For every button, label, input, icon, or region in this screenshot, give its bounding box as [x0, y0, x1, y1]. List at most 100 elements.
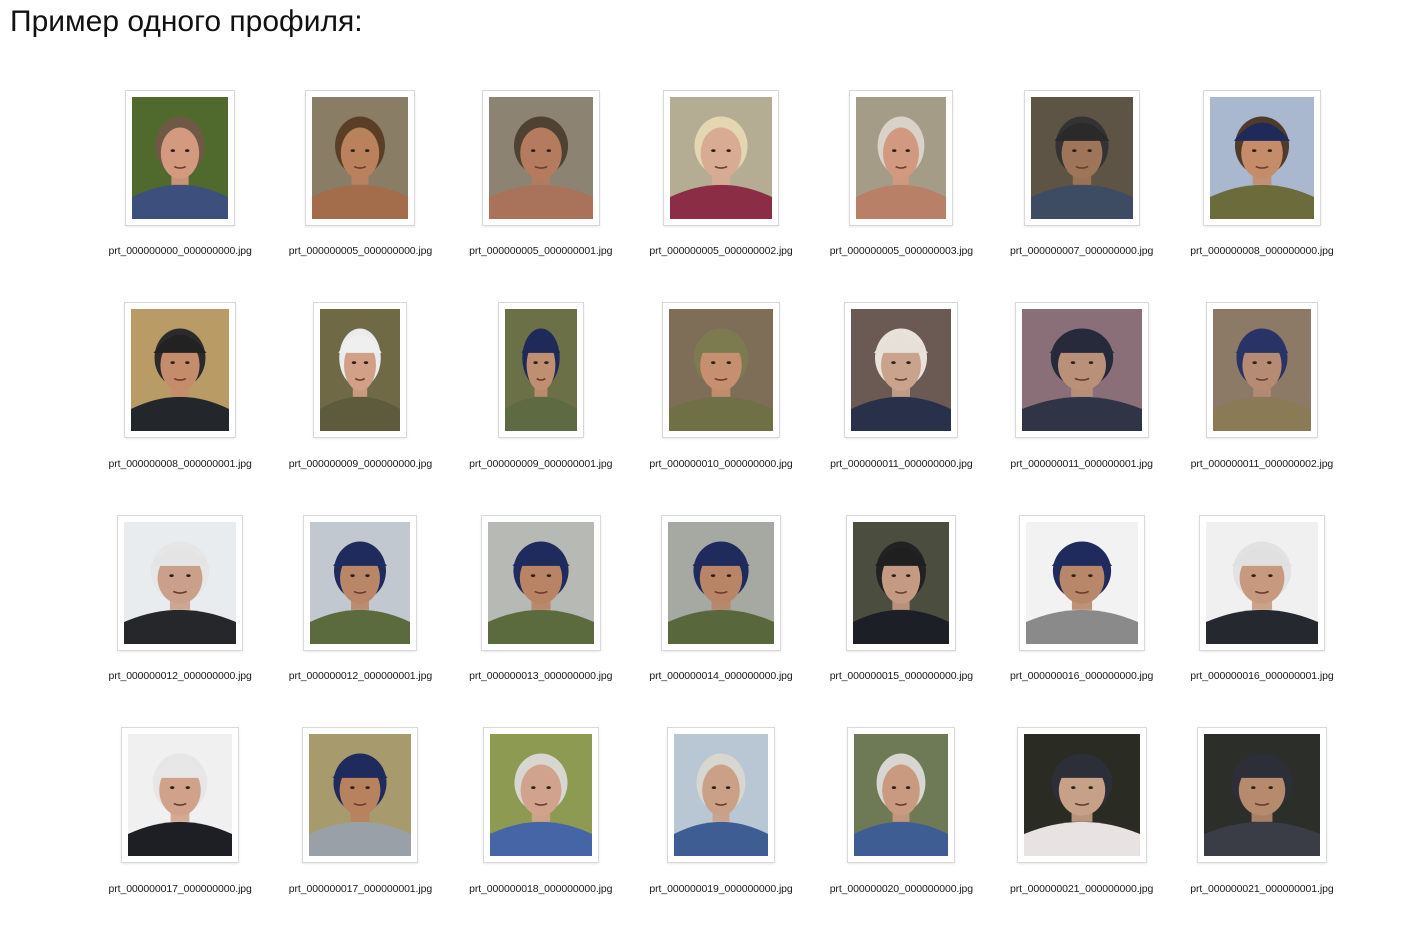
file-item[interactable]: prt_000000012_000000001.jpg	[270, 511, 450, 724]
photo-thumbnail[interactable]	[122, 728, 238, 862]
photo-right-eye	[1088, 786, 1092, 789]
page-heading: Пример одного профиля:	[10, 2, 363, 42]
photo-thumbnail[interactable]	[1018, 728, 1146, 862]
photo-left-eye	[1252, 361, 1256, 364]
thumbnail-area	[991, 511, 1171, 654]
file-name-label: prt_000000009_000000001.jpg	[469, 458, 612, 470]
file-item[interactable]: prt_000000019_000000000.jpg	[631, 724, 811, 936]
photo-thumbnail[interactable]	[847, 516, 955, 650]
portrait-image	[490, 734, 592, 856]
photo-thumbnail[interactable]	[845, 303, 957, 437]
photo-left-eye	[351, 574, 355, 577]
portrait-image	[505, 309, 577, 431]
file-item[interactable]: prt_000000011_000000000.jpg	[811, 299, 991, 512]
photo-thumbnail[interactable]	[1198, 728, 1326, 862]
portrait-image	[489, 97, 593, 219]
file-name-label: prt_000000018_000000000.jpg	[469, 883, 612, 895]
file-item[interactable]: prt_000000005_000000003.jpg	[811, 86, 991, 299]
file-item[interactable]: prt_000000007_000000000.jpg	[991, 86, 1171, 299]
photo-thumbnail[interactable]	[304, 516, 416, 650]
photo-right-eye	[544, 361, 548, 364]
file-item[interactable]: prt_000000000_000000000.jpg	[90, 86, 270, 299]
photo-thumbnail[interactable]	[303, 728, 417, 862]
file-item[interactable]: prt_000000014_000000000.jpg	[631, 511, 811, 724]
photo-thumbnail[interactable]	[482, 516, 600, 650]
file-item[interactable]: prt_000000005_000000002.jpg	[631, 86, 811, 299]
photo-thumbnail[interactable]	[662, 516, 780, 650]
file-name-label: prt_000000016_000000001.jpg	[1190, 670, 1333, 682]
photo-left-eye	[170, 574, 174, 577]
photo-thumbnail[interactable]	[1207, 303, 1317, 437]
file-item[interactable]: prt_000000012_000000000.jpg	[90, 511, 270, 724]
portrait-graphic	[854, 734, 948, 856]
photo-face	[161, 127, 199, 178]
photo-thumbnail[interactable]	[1200, 516, 1324, 650]
file-name-label: prt_000000016_000000000.jpg	[1010, 670, 1153, 682]
portrait-graphic	[1204, 734, 1320, 856]
file-item[interactable]: prt_000000018_000000000.jpg	[451, 724, 631, 936]
photo-left-eye	[1252, 149, 1256, 152]
photo-thumbnail[interactable]	[1204, 91, 1320, 225]
portrait-image	[670, 97, 772, 219]
portrait-image	[128, 734, 232, 856]
photo-thumbnail[interactable]	[848, 728, 954, 862]
photo-left-eye	[531, 574, 535, 577]
file-name-label: prt_000000017_000000000.jpg	[109, 883, 252, 895]
file-item[interactable]: prt_000000009_000000001.jpg	[451, 299, 631, 512]
portrait-graphic	[132, 97, 228, 219]
photo-thumbnail[interactable]	[118, 516, 242, 650]
photo-left-eye	[711, 574, 715, 577]
photo-thumbnail[interactable]	[484, 728, 598, 862]
file-item[interactable]: prt_000000011_000000002.jpg	[1172, 299, 1352, 512]
photo-left-eye	[711, 149, 715, 152]
file-item[interactable]: prt_000000017_000000001.jpg	[270, 724, 450, 936]
file-item[interactable]: prt_000000021_000000001.jpg	[1172, 724, 1352, 936]
photo-thumbnail[interactable]	[126, 91, 234, 225]
file-item[interactable]: prt_000000005_000000001.jpg	[451, 86, 631, 299]
file-item[interactable]: prt_000000008_000000001.jpg	[90, 299, 270, 512]
file-item[interactable]: prt_000000011_000000001.jpg	[991, 299, 1171, 512]
photo-thumbnail[interactable]	[668, 728, 774, 862]
photo-right-eye	[1267, 361, 1271, 364]
photo-thumbnail[interactable]	[125, 303, 235, 437]
file-name-label: prt_000000020_000000000.jpg	[830, 883, 973, 895]
photo-right-eye	[186, 786, 190, 789]
portrait-image	[1206, 522, 1318, 644]
file-item[interactable]: prt_000000021_000000000.jpg	[991, 724, 1171, 936]
thumbnail-area	[451, 299, 631, 442]
portrait-graphic	[128, 734, 232, 856]
photo-thumbnail[interactable]	[306, 91, 414, 225]
portrait-image	[309, 734, 411, 856]
file-item[interactable]: prt_000000016_000000000.jpg	[991, 511, 1171, 724]
photo-thumbnail[interactable]	[483, 91, 599, 225]
photo-thumbnail[interactable]	[314, 303, 406, 437]
photo-right-eye	[364, 361, 368, 364]
photo-thumbnail[interactable]	[850, 91, 952, 225]
file-item[interactable]: prt_000000016_000000001.jpg	[1172, 511, 1352, 724]
file-item[interactable]: prt_000000008_000000000.jpg	[1172, 86, 1352, 299]
file-name-label: prt_000000017_000000001.jpg	[289, 883, 432, 895]
photo-right-eye	[185, 361, 189, 364]
file-item[interactable]: prt_000000010_000000000.jpg	[631, 299, 811, 512]
file-name-label: prt_000000013_000000000.jpg	[469, 670, 612, 682]
file-item[interactable]: prt_000000013_000000000.jpg	[451, 511, 631, 724]
file-item[interactable]: prt_000000005_000000000.jpg	[270, 86, 450, 299]
photo-thumbnail[interactable]	[499, 303, 583, 437]
file-item[interactable]: prt_000000009_000000000.jpg	[270, 299, 450, 512]
photo-right-eye	[727, 574, 731, 577]
photo-thumbnail[interactable]	[1025, 91, 1139, 225]
file-item[interactable]: prt_000000020_000000000.jpg	[811, 724, 991, 936]
photo-thumbnail[interactable]	[1016, 303, 1148, 437]
portrait-image	[310, 522, 410, 644]
portrait-image	[320, 309, 400, 431]
file-item[interactable]: prt_000000015_000000000.jpg	[811, 511, 991, 724]
photo-right-eye	[906, 149, 910, 152]
photo-thumbnail[interactable]	[664, 91, 778, 225]
portrait-graphic	[124, 522, 236, 644]
photo-thumbnail[interactable]	[663, 303, 779, 437]
file-item[interactable]: prt_000000017_000000000.jpg	[90, 724, 270, 936]
photo-thumbnail[interactable]	[1020, 516, 1144, 650]
portrait-image	[488, 522, 594, 644]
file-name-label: prt_000000009_000000000.jpg	[289, 458, 432, 470]
thumbnail-area	[811, 299, 991, 442]
